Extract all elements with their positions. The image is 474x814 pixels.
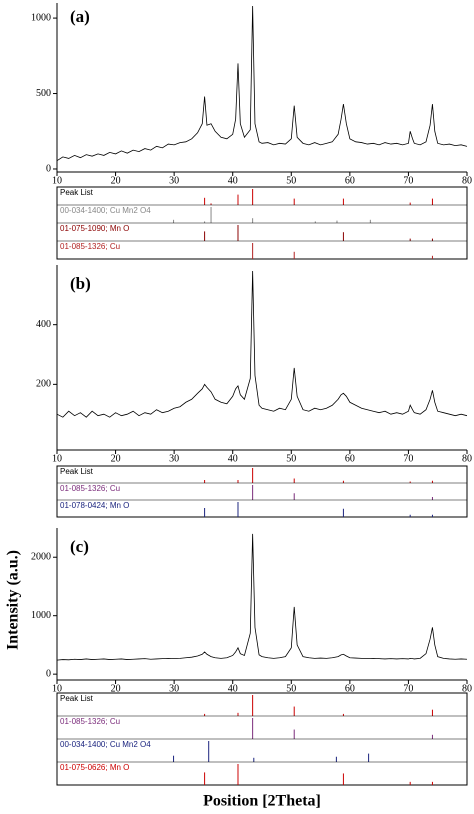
- spectrum-line: [56, 270, 468, 418]
- x-axis-title: Position [2Theta]: [203, 793, 321, 810]
- y-tick-label: 200: [36, 379, 51, 390]
- x-tick-label: 50: [286, 453, 296, 464]
- y-axis-title: Intensity (a.u.): [5, 550, 22, 650]
- x-tick-label: 80: [462, 175, 472, 186]
- peak-list-label: 01-078-0424; Mn O: [60, 501, 129, 510]
- peak-list-label: 00-034-1400; Cu Mn2 O4: [60, 740, 151, 749]
- panel-label: (b): [70, 274, 91, 293]
- peak-list-label: 01-085-1326; Cu: [60, 242, 120, 251]
- peak-list-label: Peak List: [60, 694, 94, 703]
- y-tick-label: 1000: [31, 610, 51, 621]
- y-tick-label: 500: [36, 88, 51, 99]
- peak-list-label: 01-075-0626; Mn O: [60, 763, 129, 772]
- peak-list-label: 01-085-1326; Cu: [60, 484, 120, 493]
- x-tick-label: 40: [228, 683, 238, 694]
- x-tick-label: 40: [228, 453, 238, 464]
- x-tick-label: 30: [169, 175, 179, 186]
- y-tick-label: 0: [46, 668, 51, 679]
- x-tick-label: 20: [111, 175, 121, 186]
- peak-list-label: Peak List: [60, 188, 94, 197]
- peak-list-label: Peak List: [60, 467, 94, 476]
- x-tick-label: 40: [228, 175, 238, 186]
- panel-label: (a): [70, 7, 90, 26]
- spectrum-line: [56, 533, 468, 661]
- x-tick-label: 50: [286, 683, 296, 694]
- peak-list-label: 01-085-1326; Cu: [60, 717, 120, 726]
- peak-list-label: 01-075-1090; Mn O: [60, 224, 129, 233]
- peak-list-label: 00-034-1400; Cu Mn2 O4: [60, 206, 151, 215]
- y-tick-label: 2000: [31, 552, 51, 563]
- x-tick-label: 60: [345, 453, 355, 464]
- x-tick-label: 80: [462, 453, 472, 464]
- spectrum-line: [56, 6, 468, 162]
- y-tick-label: 0: [46, 163, 51, 174]
- panel-label: (c): [70, 537, 89, 556]
- x-tick-label: 20: [111, 453, 121, 464]
- x-tick-label: 60: [345, 683, 355, 694]
- y-tick-label: 1000: [31, 12, 51, 23]
- x-tick-label: 70: [403, 453, 413, 464]
- x-tick-label: 80: [462, 683, 472, 694]
- x-tick-label: 30: [169, 683, 179, 694]
- x-tick-label: 10: [52, 683, 62, 694]
- x-tick-label: 50: [286, 175, 296, 186]
- x-tick-label: 20: [111, 683, 121, 694]
- x-tick-label: 70: [403, 175, 413, 186]
- x-tick-label: 10: [52, 175, 62, 186]
- y-tick-label: 400: [36, 319, 51, 330]
- x-tick-label: 70: [403, 683, 413, 694]
- peak-list-box: [56, 465, 468, 518]
- x-tick-label: 10: [52, 453, 62, 464]
- x-tick-label: 30: [169, 453, 179, 464]
- x-tick-label: 60: [345, 175, 355, 186]
